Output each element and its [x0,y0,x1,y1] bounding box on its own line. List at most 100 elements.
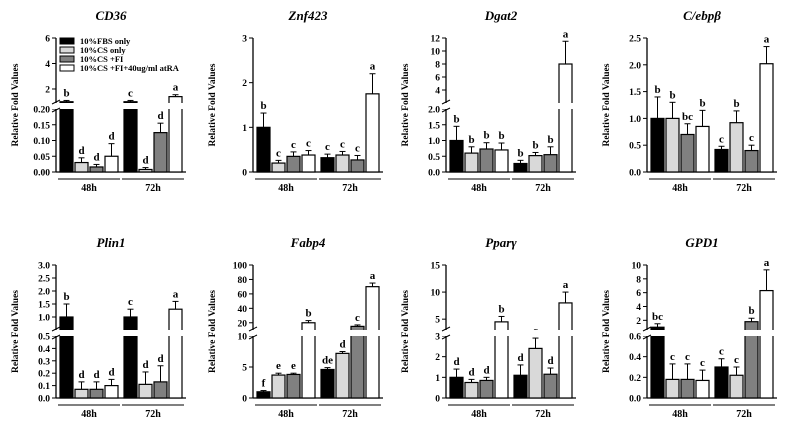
significance-letter: a [764,34,770,46]
significance-letter: d [483,364,489,376]
bar [153,381,168,399]
bar [479,148,494,173]
y-axis-label: Relative Fold Values [602,63,612,146]
x-tick-label: 72h [535,183,551,194]
axis-break-mark [248,326,258,332]
bar [256,391,271,399]
legend-swatch [59,55,75,63]
y-tick-label: 40 [238,305,248,315]
bar [449,376,464,399]
y-tick-label: 0.4 [629,353,641,363]
y-tick-label: 0.20 [33,106,50,116]
bar [464,152,479,173]
bar [665,117,680,173]
y-tick-label: 0.2 [38,370,50,380]
bar [301,154,316,173]
significance-letter: a [173,82,179,94]
panel-2: Dgat2 Relative Fold Values 0.0 0.5 1.0 1.5 2.0… [401,8,578,194]
chart-title: Fabp4 [290,235,326,250]
bar [695,125,710,173]
bar [714,366,729,399]
axis-break-gap [247,330,385,336]
bar [528,347,543,399]
significance-letter: bc [682,111,693,123]
bar [89,388,104,399]
significance-letter: c [340,138,345,150]
significance-letter: b [468,134,474,146]
axis-break-mark [248,334,258,340]
chart-title: Dgat2 [484,8,518,23]
y-tick-label: 3 [242,35,247,45]
bar [286,373,301,399]
bar [558,63,573,173]
significance-letter: c [128,87,133,99]
x-tick-label: 48h [672,409,688,420]
significance-letter: d [157,353,163,365]
bar [558,302,573,399]
significance-letter: b [305,308,311,320]
significance-letter: a [563,28,569,40]
bar [665,378,680,399]
axis-break-gap [440,330,578,336]
y-tick-label: 2.0 [428,106,440,116]
x-tick-label: 48h [278,409,294,420]
bar [650,326,665,399]
significance-letter: d [142,155,148,167]
y-axis-label: Relative Fold Values [602,290,612,373]
y-tick-label: 10 [632,262,642,272]
chart-title: Pparγ [485,235,517,250]
panel-7: GPD1 Relative Fold Values 0.0 0.2 0.4 0.6 2 4 6 8… [602,235,779,420]
bar [74,161,89,173]
significance-letter: b [669,89,675,101]
significance-letter: d [453,356,459,368]
x-tick-label: 72h [145,183,161,194]
y-axis-label: Relative Fold Values [208,290,218,373]
significance-letter: a [764,257,770,269]
y-tick-label: 4 [45,60,50,70]
chart-title: GPD1 [685,235,718,250]
y-axis-label: Relative Fold Values [401,63,411,146]
bar [286,155,301,173]
y-tick-label: 10 [238,333,248,343]
bar [168,308,183,399]
y-axis-label: Relative Fold Values [11,290,21,373]
axis-break-mark [51,326,61,332]
axis-break-gap [50,103,188,109]
significance-letter: b [63,291,69,303]
legend-label: 10%FBS only [80,36,131,46]
bar [350,325,365,399]
significance-letter: c [670,351,675,363]
significance-letter: a [370,61,376,73]
significance-letter: c [355,312,360,324]
panel-4: Plin1 Relative Fold Values 0.0 0.1 0.2 0.3 0.4… [11,235,188,420]
legend-label: 10%CS only [80,45,126,55]
bar [729,374,744,399]
bar [123,101,138,173]
significance-letter: a [370,270,376,282]
significance-letter: de [322,355,333,367]
bar [350,159,365,173]
axis-break-gap [440,103,578,109]
y-tick-label: 1.5 [38,301,50,311]
y-tick-label: 2 [435,353,440,363]
y-tick-label: 0 [242,169,247,179]
significance-letter: b [733,98,739,110]
y-tick-label: 12 [431,35,441,45]
axis-break-mark [441,99,451,105]
bar [320,157,335,173]
y-tick-label: 0.0 [629,169,641,179]
significance-letter: d [78,369,84,381]
x-tick-label: 72h [736,409,752,420]
bar [138,168,153,173]
bar [74,388,89,399]
x-tick-label: 48h [471,409,487,420]
y-tick-label: 0.00 [33,169,50,179]
x-tick-label: 72h [736,183,752,194]
significance-letter: e [291,360,296,372]
significance-letter: d [93,369,99,381]
significance-letter: b [699,97,705,109]
bar [59,101,74,173]
